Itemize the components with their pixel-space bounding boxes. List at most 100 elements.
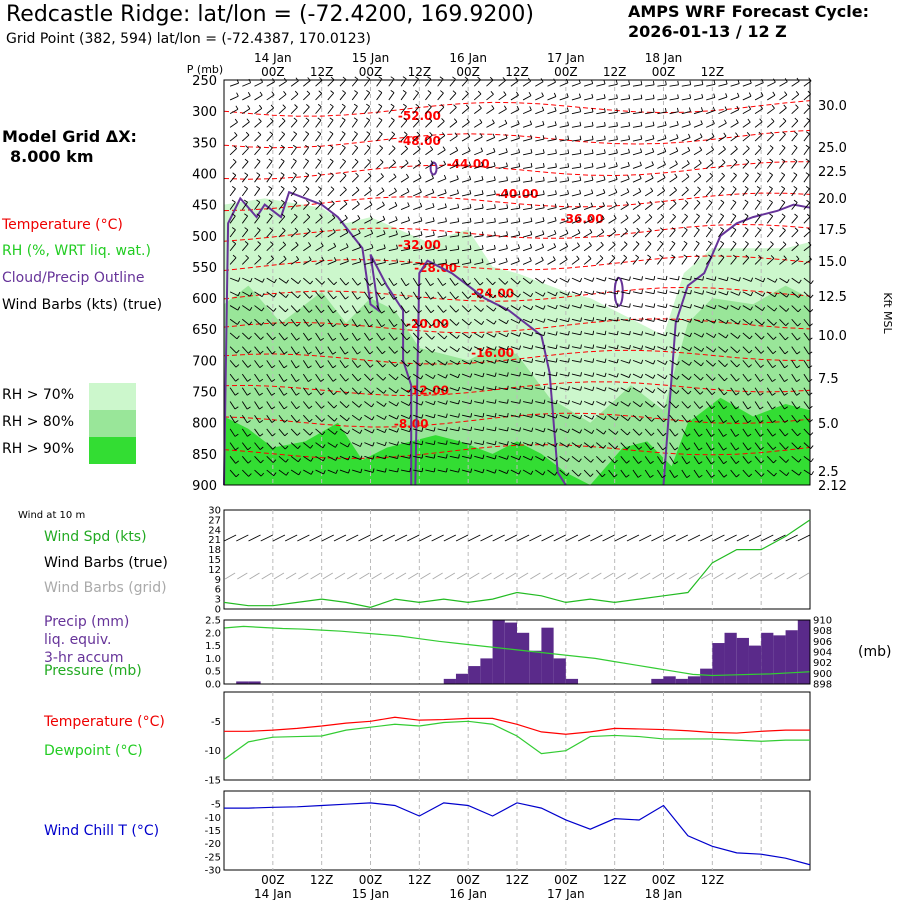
temperature-contour-line bbox=[223, 100, 811, 117]
wind-barb-flag bbox=[354, 144, 359, 149]
wind-barb-true bbox=[761, 534, 774, 542]
wind-barb bbox=[425, 120, 433, 128]
wind-barb-flag bbox=[747, 392, 752, 396]
wind-barb-flag bbox=[579, 135, 582, 140]
wind-barb-flag bbox=[358, 403, 362, 408]
wind-barb-flag bbox=[506, 455, 509, 460]
temperature-contour-label: -40.00 bbox=[496, 187, 539, 201]
wind-barb bbox=[510, 194, 520, 197]
wind-barb bbox=[229, 82, 239, 87]
wind-barb bbox=[730, 442, 737, 451]
wind-barb-flag bbox=[391, 131, 396, 135]
temperature-contour-line bbox=[223, 286, 811, 302]
wind-barb-flag bbox=[421, 401, 424, 406]
wind-barb bbox=[290, 455, 299, 463]
wind-barb-flag bbox=[760, 350, 765, 354]
wind-barb bbox=[730, 318, 739, 325]
wind-barb-flag bbox=[699, 146, 703, 151]
wind-barb bbox=[620, 428, 628, 436]
wind-barb-flag bbox=[652, 360, 656, 365]
wind-barb-flag bbox=[444, 335, 448, 340]
wind-barb-true bbox=[382, 534, 396, 542]
wind-barb bbox=[535, 305, 544, 310]
wind-barb bbox=[229, 243, 237, 252]
wind-barb-flag bbox=[697, 186, 701, 190]
wind-barb-flag bbox=[295, 241, 299, 246]
wind-barb-grid bbox=[407, 572, 419, 580]
wind10m-label: Wind at 10 m bbox=[18, 510, 86, 521]
wind-barb-flag bbox=[684, 200, 689, 204]
wind-barb-flag bbox=[710, 146, 715, 150]
wind-barb bbox=[461, 359, 471, 365]
kft-tick-label: 15.0 bbox=[818, 255, 847, 270]
wind-barb bbox=[559, 246, 568, 252]
wind-barb bbox=[498, 414, 508, 418]
wind-barb bbox=[608, 178, 618, 183]
wind-barb-flag bbox=[369, 351, 374, 355]
wind-barb bbox=[241, 161, 249, 169]
precip-bar bbox=[748, 645, 762, 684]
wind-barb bbox=[437, 414, 447, 418]
wind-barb-flag bbox=[555, 163, 557, 168]
wind-barb-flag bbox=[280, 199, 285, 203]
wind-barb bbox=[339, 260, 349, 265]
wind-barb-flag bbox=[236, 349, 240, 354]
wind-barb-flag bbox=[470, 454, 473, 459]
wind-barb-flag bbox=[711, 132, 715, 137]
wind-barb-grid bbox=[652, 572, 663, 580]
wind-barb bbox=[584, 179, 594, 183]
wind-barb bbox=[376, 373, 384, 381]
wind-barb bbox=[693, 387, 701, 395]
precip-bar bbox=[236, 681, 249, 684]
wind-barb bbox=[547, 124, 557, 128]
wind-barb-flag bbox=[292, 172, 297, 176]
wind-barb bbox=[278, 318, 286, 327]
wind-barb bbox=[290, 147, 297, 156]
wind-barb-true bbox=[468, 534, 481, 542]
wind-barb-true bbox=[455, 534, 469, 542]
wind-barb-flag bbox=[615, 80, 618, 85]
wind-barb-flag bbox=[357, 351, 361, 355]
wind-barb bbox=[461, 136, 471, 142]
wind-barb bbox=[657, 138, 667, 142]
wind-barb-flag bbox=[687, 390, 692, 395]
wind-barb-flag bbox=[519, 399, 521, 404]
wind-barb bbox=[730, 229, 737, 238]
wind-barb-flag bbox=[257, 255, 262, 259]
wind-barb-flag bbox=[258, 118, 262, 122]
wind-barb bbox=[559, 455, 568, 462]
wind-barb bbox=[412, 134, 421, 142]
wind-barb-flag bbox=[555, 304, 558, 310]
wind-barb bbox=[632, 111, 642, 115]
wind-barb-flag bbox=[736, 349, 741, 354]
wind-barb-flag bbox=[370, 390, 375, 395]
wind-barb-flag bbox=[493, 147, 496, 152]
wind-barb-flag bbox=[247, 446, 252, 451]
wind-barb-flag bbox=[773, 459, 777, 464]
wind-barb-flag bbox=[626, 445, 631, 450]
wind-barb bbox=[303, 188, 310, 197]
wind-barb bbox=[584, 387, 593, 392]
wind-barb-flag bbox=[530, 305, 534, 310]
wind-barb-flag bbox=[383, 244, 386, 249]
wind-barb bbox=[779, 174, 786, 183]
wind-barb-true bbox=[394, 534, 408, 542]
wind-barb-flag bbox=[722, 145, 726, 150]
wind-barb bbox=[645, 291, 655, 295]
wind-barb-flag bbox=[711, 474, 715, 478]
wind-barb bbox=[266, 428, 273, 437]
wind-barb-flag bbox=[750, 291, 753, 297]
wind-barb-flag bbox=[507, 426, 509, 432]
wind-barb-flag bbox=[259, 446, 264, 450]
wind-barb bbox=[510, 469, 520, 475]
wind-barb bbox=[547, 166, 557, 169]
wind-barb-flag bbox=[247, 460, 252, 464]
wind-barb-flag bbox=[713, 348, 717, 353]
wind-barb-flag bbox=[369, 324, 373, 328]
wind-barb bbox=[559, 110, 569, 115]
wind10m-tick-label: 21 bbox=[208, 535, 221, 546]
wind-barb bbox=[730, 202, 737, 210]
wind-barb bbox=[278, 160, 285, 169]
wind-barb-flag bbox=[661, 200, 665, 205]
wind-barb-true bbox=[321, 534, 334, 542]
